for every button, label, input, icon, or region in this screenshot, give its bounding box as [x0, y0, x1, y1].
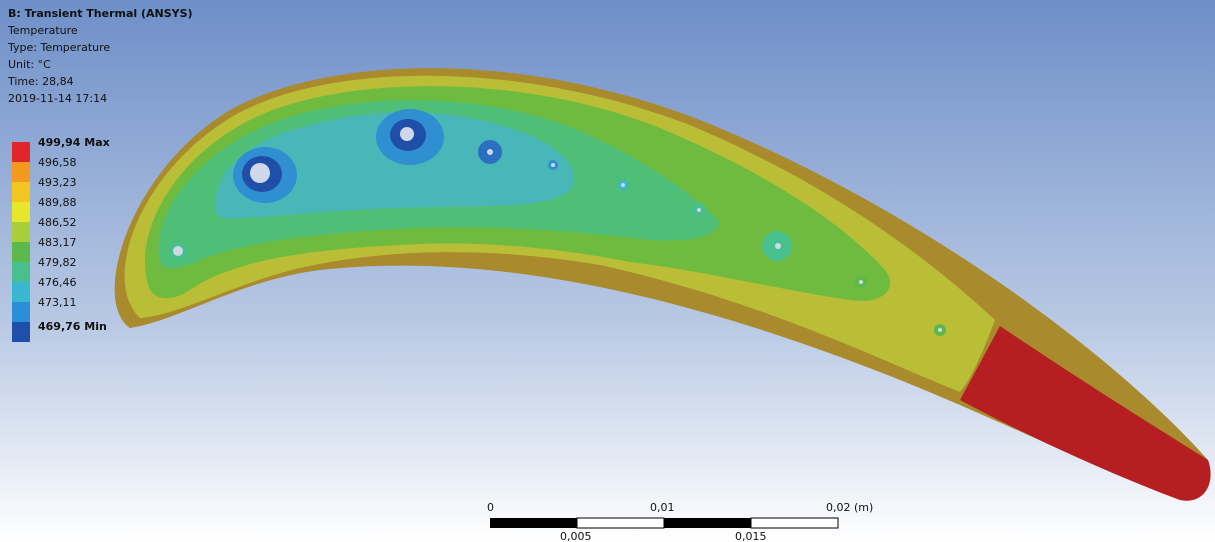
- legend-swatch: [12, 222, 30, 242]
- scale-segment: [751, 518, 838, 528]
- legend-label: 469,76 Min: [38, 320, 107, 333]
- header-line: Type: Temperature: [7, 41, 110, 54]
- scale-label: 0,02 (m): [826, 501, 873, 514]
- legend-label: 496,58: [38, 156, 77, 169]
- legend-swatch: [12, 322, 30, 342]
- scale-segment: [490, 518, 577, 528]
- legend-swatch: [12, 242, 30, 262]
- legend-label: 499,94 Max: [38, 136, 110, 149]
- scale-segment: [577, 518, 664, 528]
- legend-swatch: [12, 142, 30, 162]
- title: B: Transient Thermal (ANSYS): [8, 7, 193, 20]
- legend-label: 473,11: [38, 296, 77, 309]
- legend-label: 486,52: [38, 216, 77, 229]
- legend-label: 493,23: [38, 176, 77, 189]
- legend-swatch: [12, 302, 30, 322]
- legend-swatch: [12, 202, 30, 222]
- legend-swatch: [12, 182, 30, 202]
- scale-label: 0,015: [735, 530, 767, 542]
- legend-label: 476,46: [38, 276, 77, 289]
- scale-label: 0,005: [560, 530, 592, 542]
- scale-label: 0,01: [650, 501, 675, 514]
- legend-swatch: [12, 262, 30, 282]
- legend-swatch: [12, 282, 30, 302]
- header-line: 2019-11-14 17:14: [8, 92, 107, 105]
- header-line: Time: 28,84: [7, 75, 74, 88]
- legend-label: 483,17: [38, 236, 77, 249]
- legend-label: 489,88: [38, 196, 77, 209]
- page: B: Transient Thermal (ANSYS) Temperature…: [0, 0, 1215, 542]
- header-line: Temperature: [7, 24, 78, 37]
- legend-label: 479,82: [38, 256, 77, 269]
- viewport: B: Transient Thermal (ANSYS) Temperature…: [0, 0, 1215, 542]
- legend-swatch: [12, 162, 30, 182]
- scale-segment: [664, 518, 751, 528]
- header-line: Unit: °C: [8, 58, 51, 71]
- scale-label: 0: [487, 501, 494, 514]
